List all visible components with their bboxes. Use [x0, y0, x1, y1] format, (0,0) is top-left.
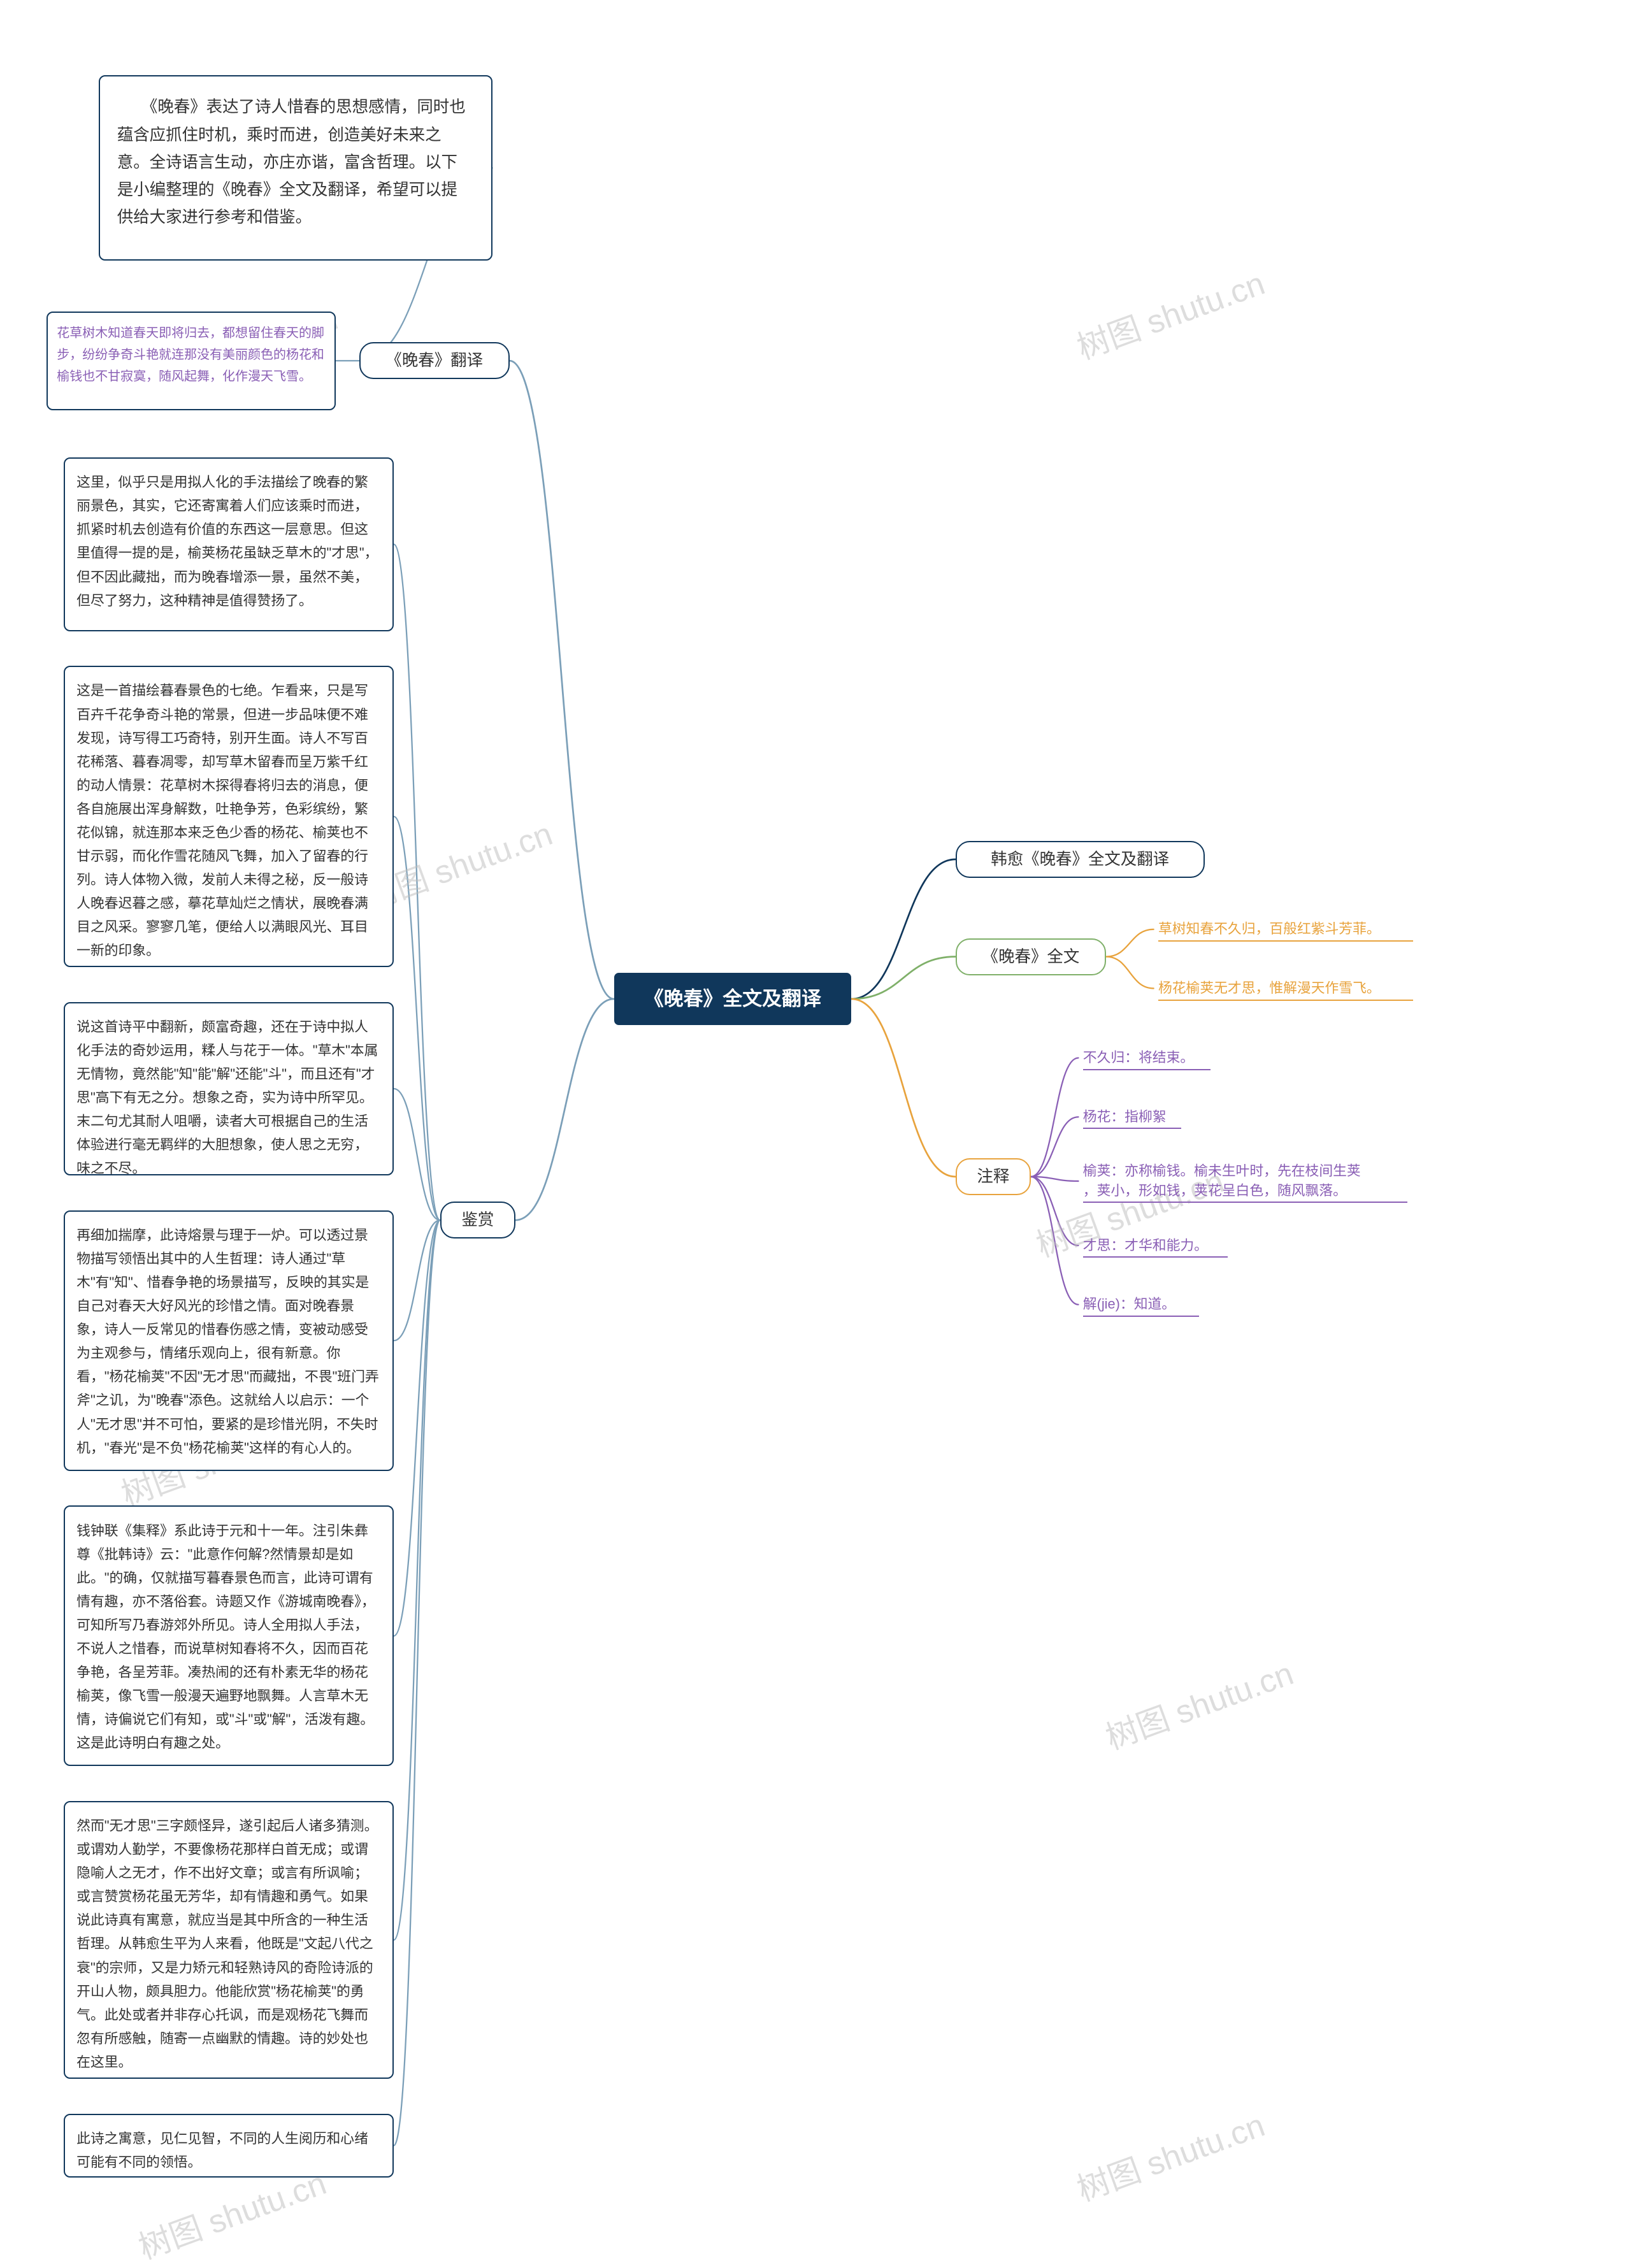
leaf-text: 杨花：指柳絮 — [1083, 1107, 1167, 1127]
content-box: 这里，似乎只是用拟人化的手法描绘了晚春的繁丽景色，其实，它还寄寓着人们应该乘时而… — [64, 457, 394, 631]
leaf-text: 不久归：将结束。 — [1083, 1048, 1194, 1068]
branch-r1[interactable]: 韩愈《晚春》全文及翻译 — [956, 841, 1205, 878]
leaf-underline — [1083, 1316, 1199, 1317]
leaf-text: 杨花榆荚无才思，惟解漫天作雪飞。 — [1158, 979, 1381, 998]
leaf-underline — [1083, 1069, 1211, 1070]
branch-r2[interactable]: 《晚春》全文 — [956, 938, 1106, 975]
leaf-underline — [1083, 1256, 1228, 1258]
leaf-text: 榆荚：亦称榆钱。榆未生叶时，先在枝间生荚 ，荚小，形如钱，荚花呈白色，随风飘落。 — [1083, 1161, 1361, 1200]
leaf-text: 草树知春不久归，百般红紫斗芳菲。 — [1158, 919, 1381, 939]
content-box: 钱钟联《集释》系此诗于元和十一年。注引朱彝尊《批韩诗》云："此意作何解?然情景却… — [64, 1505, 394, 1766]
leaf-underline — [1158, 940, 1413, 942]
branch-l2[interactable]: 鉴赏 — [440, 1202, 515, 1238]
leaf-underline — [1083, 1202, 1407, 1203]
content-box: 《晚春》表达了诗人惜春的思想感情，同时也蕴含应抓住时机，乘时而进，创造美好未来之… — [99, 75, 492, 261]
leaf-underline — [1083, 1128, 1182, 1129]
watermark: 树图 shutu.cn — [1069, 257, 1270, 369]
content-box: 再细加揣摩，此诗熔景与理于一炉。可以透过景物描写领悟出其中的人生哲理：诗人通过"… — [64, 1210, 394, 1471]
content-box: 这是一首描绘暮春景色的七绝。乍看来，只是写百卉千花争奇斗艳的常景，但进一步品味便… — [64, 666, 394, 967]
leaf-text: 才思：才华和能力。 — [1083, 1236, 1208, 1256]
content-box: 花草树木知道春天即将归去，都想留住春天的脚步，纷纷争奇斗艳就连那没有美丽颜色的杨… — [47, 312, 336, 410]
mindmap-canvas: 树图 shutu.cn树图 shutu.cn树图 shutu.cn树图 shut… — [0, 0, 1631, 2258]
watermark: 树图 shutu.cn — [1069, 2099, 1270, 2211]
content-box: 然而"无才思"三字颇怪异，遂引起后人诸多猜测。或谓劝人勤学，不要像杨花那样白首无… — [64, 1801, 394, 2079]
root-node[interactable]: 《晚春》全文及翻译 — [614, 973, 852, 1025]
leaf-text: 解(jie)：知道。 — [1083, 1295, 1175, 1314]
leaf-underline — [1158, 1000, 1413, 1001]
branch-l1[interactable]: 《晚春》翻译 — [359, 342, 510, 379]
content-box: 此诗之寓意，见仁见智，不同的人生阅历和心绪可能有不同的领悟。 — [64, 2114, 394, 2178]
watermark: 树图 shutu.cn — [1098, 1647, 1299, 1759]
branch-r3[interactable]: 注释 — [956, 1158, 1031, 1195]
content-box: 说这首诗平中翻新，颇富奇趣，还在于诗中拟人化手法的奇妙运用，糅人与花于一体。"草… — [64, 1002, 394, 1176]
